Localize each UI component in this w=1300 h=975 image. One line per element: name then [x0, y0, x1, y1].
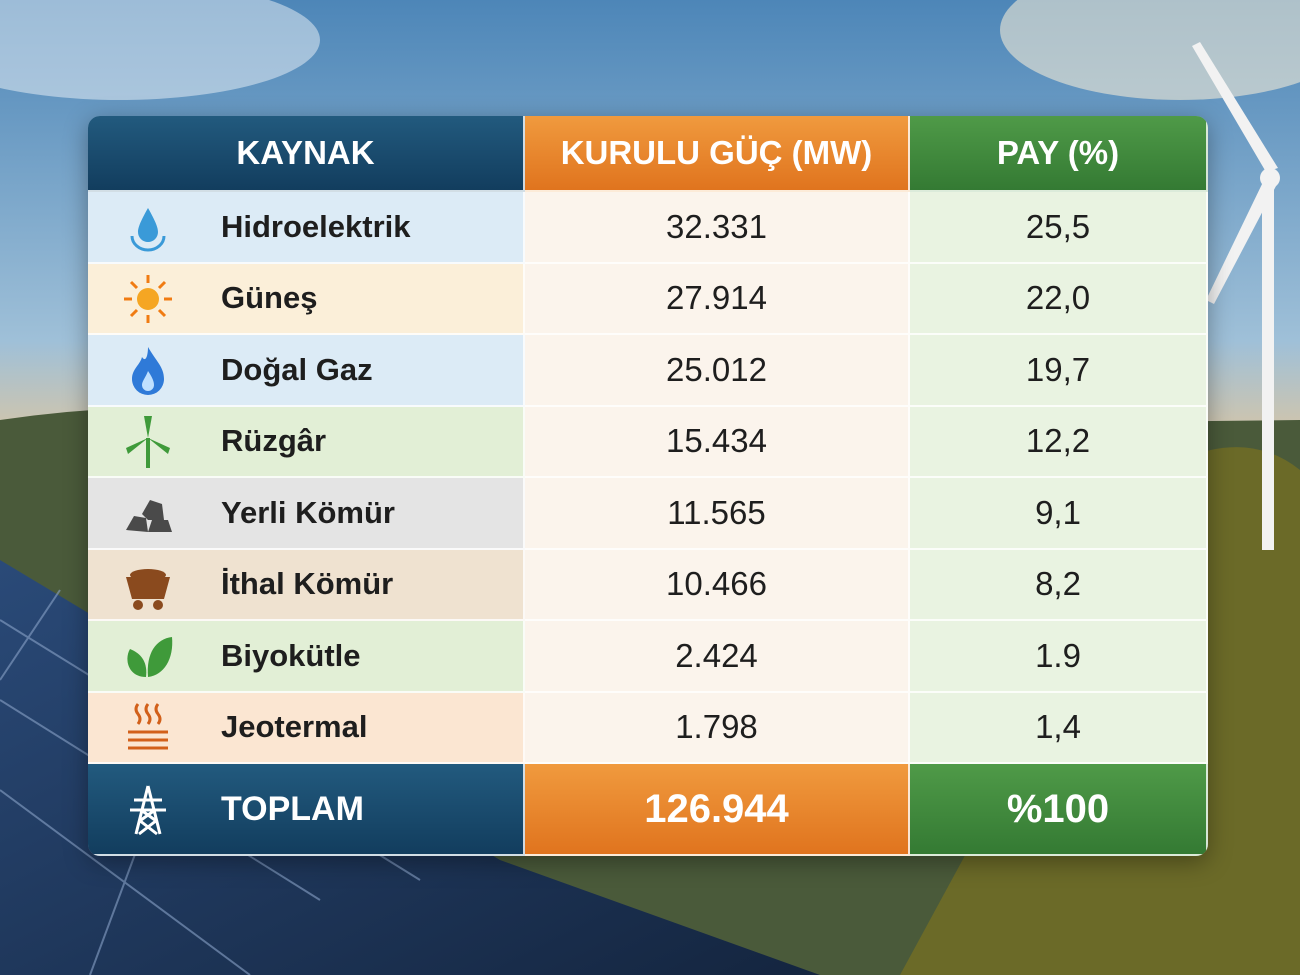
share-value: 1,4	[910, 692, 1208, 764]
capacity-value: 27.914	[525, 263, 910, 335]
source-icon	[127, 636, 173, 677]
total-share: %100	[910, 764, 1208, 856]
source-icon	[126, 499, 172, 532]
share-value: 9,1	[910, 478, 1208, 550]
capacity-value: 25.012	[525, 335, 910, 407]
source-icon	[126, 569, 170, 611]
capacity-value: 15.434	[525, 406, 910, 478]
source-name: Rüzgâr	[88, 406, 525, 478]
share-value: 8,2	[910, 549, 1208, 621]
share-value: 1.9	[910, 621, 1208, 693]
share-value: 25,5	[910, 192, 1208, 264]
source-icon	[128, 703, 168, 750]
share-value: 22,0	[910, 263, 1208, 335]
pylon-icon	[130, 785, 166, 836]
header-cell: KAYNAK	[88, 116, 525, 192]
share-value: 19,7	[910, 335, 1208, 407]
header-cell: PAY (%)	[910, 116, 1208, 192]
source-name: Güneş	[88, 263, 525, 335]
capacity-value: 32.331	[525, 192, 910, 264]
capacity-value: 2.424	[525, 621, 910, 693]
source-name: Jeotermal	[88, 692, 525, 764]
energy-table: KAYNAK KURULU GÜÇ (MW) PAY (%) Hidroelek…	[88, 116, 1208, 856]
capacity-value: 1.798	[525, 692, 910, 764]
source-name: Hidroelektrik	[88, 192, 525, 264]
total-capacity: 126.944	[525, 764, 910, 856]
source-icon	[124, 275, 172, 324]
header-cell: KURULU GÜÇ (MW)	[525, 116, 910, 192]
source-icon	[132, 346, 164, 395]
share-value: 12,2	[910, 406, 1208, 478]
source-icon	[130, 207, 166, 252]
capacity-value: 10.466	[525, 549, 910, 621]
capacity-value: 11.565	[525, 478, 910, 550]
source-icon	[126, 416, 170, 469]
